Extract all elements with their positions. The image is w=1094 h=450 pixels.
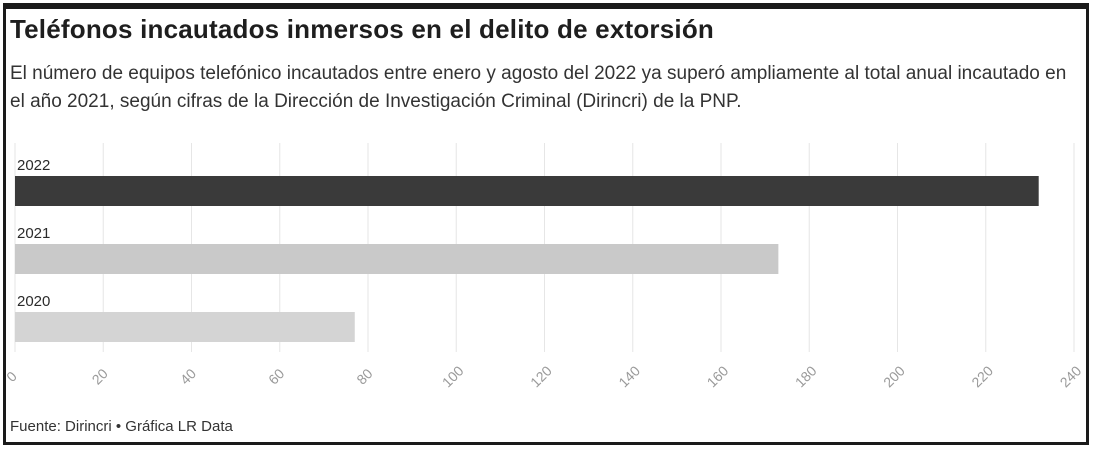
x-tick-label: 120 [527, 362, 555, 390]
x-tick-label: 60 [265, 365, 287, 387]
x-tick-label: 240 [1057, 362, 1085, 390]
x-tick-label: 220 [968, 362, 996, 390]
bar [15, 244, 779, 274]
x-tick-label: 100 [439, 362, 467, 390]
x-tick-label: 200 [880, 362, 908, 390]
bar [15, 312, 355, 342]
x-tick-label: 20 [89, 365, 111, 387]
x-tick-label: 140 [615, 362, 643, 390]
x-tick-label: 80 [353, 365, 375, 387]
category-label: 2022 [17, 157, 50, 174]
category-label: 2020 [17, 293, 50, 310]
x-tick-label: 40 [177, 365, 199, 387]
bar-chart: 2022 2021 2020 0 20 40 60 80 100 120 140 160 180 200 2… [3, 143, 1085, 390]
category-label: 2021 [17, 225, 50, 242]
chart-title: Teléfonos incautados inmersos en el deli… [10, 14, 714, 44]
source-note: Fuente: Dirincri • Gráfica LR Data [10, 418, 233, 435]
chart-card [3, 3, 1089, 445]
x-tick-label: 180 [792, 362, 820, 390]
chart-subtitle: El número de equipos telefónico incautad… [10, 63, 1067, 112]
x-tick-label: 0 [3, 368, 20, 385]
x-tick-label: 160 [704, 362, 732, 390]
bar [15, 176, 1039, 206]
